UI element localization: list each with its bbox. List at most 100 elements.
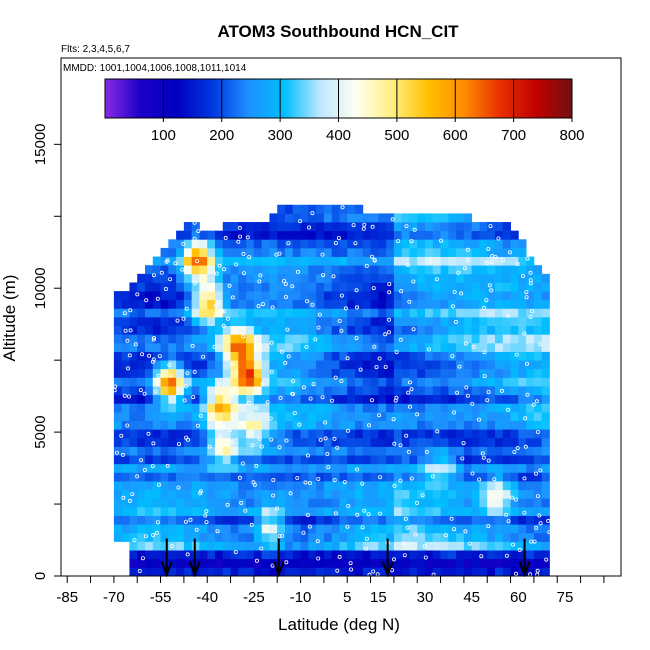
heatmap-cell [518, 532, 527, 542]
heatmap-cell [495, 532, 504, 542]
heatmap-cell [378, 550, 387, 560]
heatmap-cell [378, 247, 387, 257]
heatmap-cell [253, 317, 263, 327]
heatmap-cell [347, 239, 356, 249]
heatmap-cell [160, 463, 169, 473]
heatmap-cell [300, 291, 309, 301]
heatmap-cell [308, 342, 317, 352]
heatmap-cell [479, 437, 488, 447]
heatmap-cell [145, 420, 154, 430]
heatmap-cell [129, 437, 138, 447]
sample-point [377, 356, 382, 361]
sample-point [295, 475, 300, 480]
heatmap-cell [502, 239, 511, 249]
sample-point [120, 452, 125, 457]
sample-point [236, 239, 241, 244]
heatmap-cell [222, 256, 231, 266]
heatmap-cell [168, 377, 177, 387]
heatmap-cell [339, 299, 348, 309]
heatmap-cell [409, 273, 418, 283]
heatmap-cell [518, 325, 527, 335]
heatmap-cell [113, 437, 123, 447]
heatmap-cell [331, 420, 340, 430]
heatmap-cell [331, 213, 340, 223]
heatmap-cell [393, 506, 403, 516]
heatmap-cell [230, 351, 239, 361]
heatmap-cell [401, 567, 410, 576]
heatmap-cell [495, 239, 504, 249]
heatmap-cell [269, 351, 278, 361]
heatmap-cell [502, 308, 511, 318]
heatmap-cell [518, 299, 527, 309]
sample-point [339, 378, 344, 383]
heatmap-cell [207, 394, 216, 404]
heatmap-cell [277, 368, 286, 378]
heatmap-cell [417, 532, 426, 542]
heatmap-cell [277, 498, 286, 508]
heatmap-cell [230, 420, 239, 430]
heatmap-cell [176, 394, 185, 404]
heatmap-cell [495, 446, 504, 456]
sample-point [507, 250, 512, 255]
sample-point [342, 480, 347, 485]
heatmap-cell [230, 394, 239, 404]
heatmap-cell [370, 308, 379, 318]
heatmap-cell [269, 515, 278, 525]
heatmap-cell [362, 386, 371, 396]
heatmap-cell [199, 334, 208, 344]
x-tick-label: -55 [150, 589, 172, 606]
sample-point [303, 480, 308, 485]
heatmap-cell [479, 291, 488, 301]
sample-point [281, 278, 286, 283]
sample-point [270, 563, 275, 568]
heatmap-cell [222, 524, 231, 534]
heatmap-cell [347, 394, 356, 404]
heatmap-cell [230, 325, 239, 335]
heatmap-cell [285, 342, 294, 352]
heatmap-cell [510, 230, 519, 240]
sample-point [241, 251, 246, 256]
heatmap-cell [487, 420, 496, 430]
heatmap-cell [168, 463, 177, 473]
heatmap-cell [129, 291, 138, 301]
heatmap-cell [292, 222, 301, 232]
heatmap-cell [261, 239, 270, 249]
heatmap-cell [300, 239, 309, 249]
heatmap-cell [199, 282, 208, 292]
heatmap-cell [417, 282, 426, 292]
heatmap-cell [316, 506, 325, 516]
heatmap-cell [339, 481, 348, 491]
sample-point [241, 334, 246, 339]
heatmap-cell [479, 429, 488, 439]
heatmap-cell [401, 394, 410, 404]
sample-point [163, 286, 168, 291]
heatmap-cell [316, 204, 325, 214]
heatmap-cell [215, 325, 224, 335]
heatmap-cell [502, 317, 511, 327]
sample-point [371, 569, 376, 574]
heatmap-cell [238, 256, 247, 266]
heatmap-cell [137, 386, 146, 396]
heatmap-cell [316, 394, 325, 404]
heatmap-cell [277, 481, 286, 491]
heatmap-cell [510, 394, 519, 404]
heatmap-cell [308, 463, 317, 473]
heatmap-cell [199, 239, 208, 249]
heatmap-cell [269, 273, 278, 283]
heatmap-cell [541, 325, 550, 335]
heatmap-cell [440, 532, 449, 542]
heatmap-cell [246, 498, 255, 508]
sample-point [190, 343, 195, 348]
heatmap-cell [440, 541, 449, 551]
heatmap-cell [168, 325, 177, 335]
heatmap-cell [308, 360, 317, 370]
sample-point [463, 529, 468, 534]
heatmap-cell [502, 291, 511, 301]
heatmap-cell [113, 325, 123, 335]
heatmap-cell [355, 558, 364, 568]
heatmap-cell [386, 265, 395, 275]
sample-point [250, 443, 255, 448]
heatmap-cell [479, 334, 488, 344]
heatmap-cell [448, 368, 457, 378]
